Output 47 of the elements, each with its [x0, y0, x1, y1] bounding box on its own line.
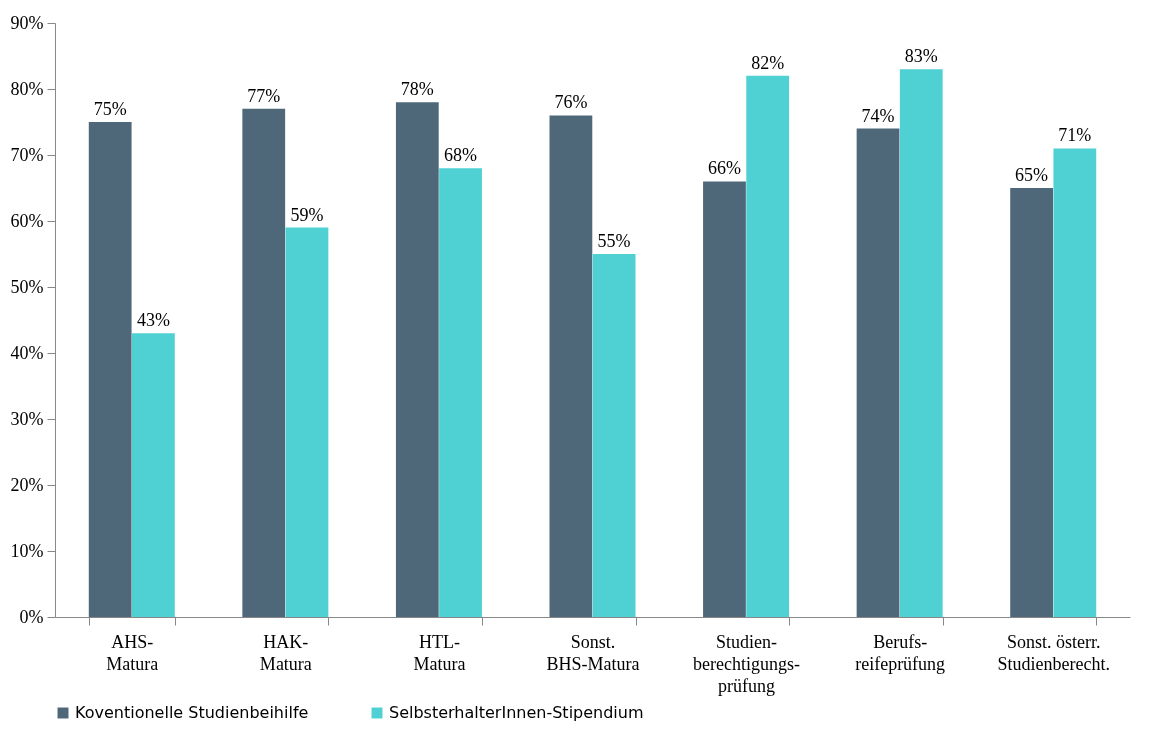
bar: [549, 115, 593, 617]
x-tick-label: AHS- Matura: [106, 631, 159, 674]
bar: [242, 108, 286, 617]
data-label: 76%: [554, 92, 588, 113]
bar: [439, 168, 482, 617]
bar: [856, 128, 900, 617]
bar: [285, 227, 329, 617]
y-tick-label: 0%: [19, 606, 44, 627]
bar: [1010, 188, 1053, 617]
y-tick-label: 70%: [10, 144, 44, 165]
x-tick-label: HTL- Matura: [413, 631, 466, 674]
y-tick-label: 80%: [10, 78, 44, 99]
data-label: 43%: [136, 310, 170, 331]
y-tick-label: 10%: [10, 540, 44, 561]
bar: [899, 69, 943, 617]
legend-label: SelbsterhalterInnen-Stipendium: [389, 703, 644, 722]
x-tick-label: Berufs- reifeprüfung: [855, 631, 946, 674]
x-tick-label: Sonst. österr. Studienberecht.: [997, 631, 1110, 674]
legend-label: Koventionelle Studienbeihilfe: [75, 703, 309, 722]
data-label: 59%: [290, 204, 324, 225]
bar: [395, 102, 439, 617]
data-label: 66%: [707, 158, 741, 179]
bar: [88, 122, 132, 617]
y-tick-label: 20%: [10, 474, 44, 495]
data-label: 75%: [93, 99, 127, 119]
data-label: 68%: [444, 145, 478, 166]
bar: [703, 181, 746, 617]
x-tick-label: HAK- Matura: [259, 631, 312, 674]
bar: [592, 254, 636, 617]
data-label: 77%: [247, 85, 281, 106]
data-label: 74%: [861, 105, 895, 126]
bar: [132, 333, 175, 617]
x-tick-label: Studien- berechtigungs- prüfung: [693, 631, 801, 696]
data-label: 78%: [400, 79, 434, 100]
y-tick-label: 30%: [10, 408, 44, 429]
data-label: 71%: [1058, 125, 1092, 146]
y-tick-label: 60%: [10, 210, 44, 231]
y-tick-label: 40%: [10, 342, 44, 363]
y-tick-label: 90%: [10, 12, 44, 33]
data-label: 65%: [1015, 165, 1049, 185]
data-label: 83%: [904, 46, 938, 67]
data-label: 55%: [597, 231, 631, 251]
data-label: 82%: [751, 52, 785, 73]
bar: [1053, 148, 1097, 617]
bar: [746, 75, 790, 617]
y-tick-label: 50%: [10, 276, 44, 297]
x-tick-label: Sonst. BHS-Matura: [546, 631, 640, 674]
